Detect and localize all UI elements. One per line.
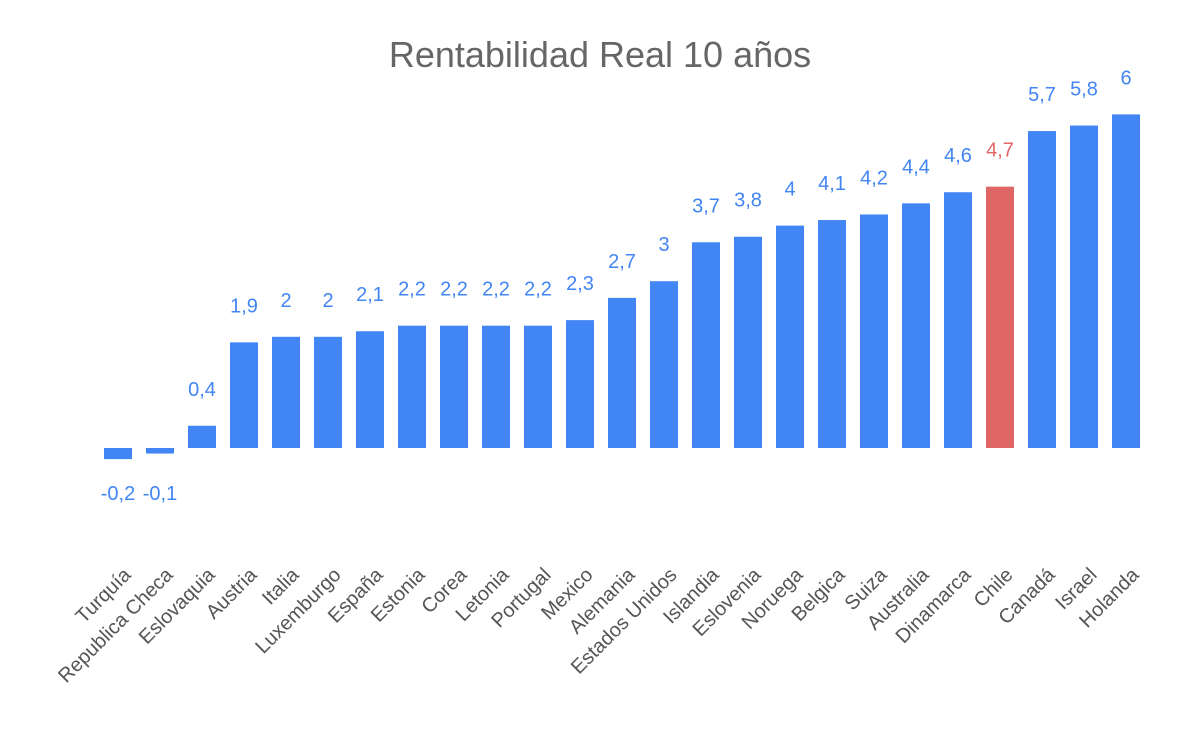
- bar-republica-checa: [146, 448, 174, 454]
- data-label-turquia: -0,2: [101, 483, 135, 505]
- data-label-holanda: 6: [1120, 67, 1131, 89]
- data-label-corea: 2,2: [440, 279, 468, 301]
- bar-dinamarca: [944, 192, 972, 448]
- data-label-israel: 5,8: [1070, 79, 1098, 101]
- bar-luxemburgo: [314, 336, 342, 448]
- bar-israel: [1070, 125, 1098, 449]
- data-label-italia: 2: [280, 290, 291, 312]
- data-label-eslovaquia: 0,4: [188, 379, 216, 401]
- bar-mexico: [566, 320, 594, 448]
- bar-espana: [356, 331, 384, 448]
- bar-portugal: [524, 325, 552, 448]
- bar-noruega: [776, 225, 804, 448]
- bar-corea: [440, 325, 468, 448]
- bar-alemania: [608, 297, 636, 448]
- data-label-estados-unidos: 3: [658, 234, 669, 256]
- bar-canada: [1028, 131, 1056, 448]
- data-label-letonia: 2,2: [482, 279, 510, 301]
- data-label-belgica: 4,1: [818, 173, 846, 195]
- bar-turquia: [104, 448, 132, 460]
- data-label-eslovenia: 3,8: [734, 190, 762, 212]
- data-label-mexico: 2,3: [566, 273, 594, 295]
- bar-eslovaquia: [188, 425, 216, 448]
- data-label-islandia: 3,7: [692, 195, 720, 217]
- data-label-austria: 1,9: [230, 295, 258, 317]
- bar-chile: [986, 186, 1014, 448]
- data-label-australia: 4,4: [902, 156, 930, 178]
- bar-eslovenia: [734, 236, 762, 448]
- bar-austria: [230, 342, 258, 448]
- data-label-espana: 2,1: [356, 284, 384, 306]
- bar-italia: [272, 336, 300, 448]
- bar-australia: [902, 203, 930, 448]
- data-label-chile: 4,7: [986, 140, 1014, 162]
- bar-islandia: [692, 242, 720, 448]
- bar-holanda: [1112, 114, 1140, 449]
- data-label-noruega: 4: [784, 179, 795, 201]
- data-label-suiza: 4,2: [860, 167, 888, 189]
- data-label-portugal: 2,2: [524, 279, 552, 301]
- bar-estados-unidos: [650, 281, 678, 448]
- data-label-luxemburgo: 2: [322, 290, 333, 312]
- bar-suiza: [860, 214, 888, 448]
- bar-letonia: [482, 325, 510, 448]
- bar-estonia: [398, 325, 426, 448]
- bar-belgica: [818, 220, 846, 448]
- chart-title: Rentabilidad Real 10 años: [388, 34, 812, 75]
- data-label-dinamarca: 4,6: [944, 145, 972, 167]
- data-label-republica-checa: -0,1: [143, 483, 177, 505]
- data-label-canada: 5,7: [1028, 84, 1056, 106]
- data-label-alemania: 2,7: [608, 251, 636, 273]
- data-label-estonia: 2,2: [398, 279, 426, 301]
